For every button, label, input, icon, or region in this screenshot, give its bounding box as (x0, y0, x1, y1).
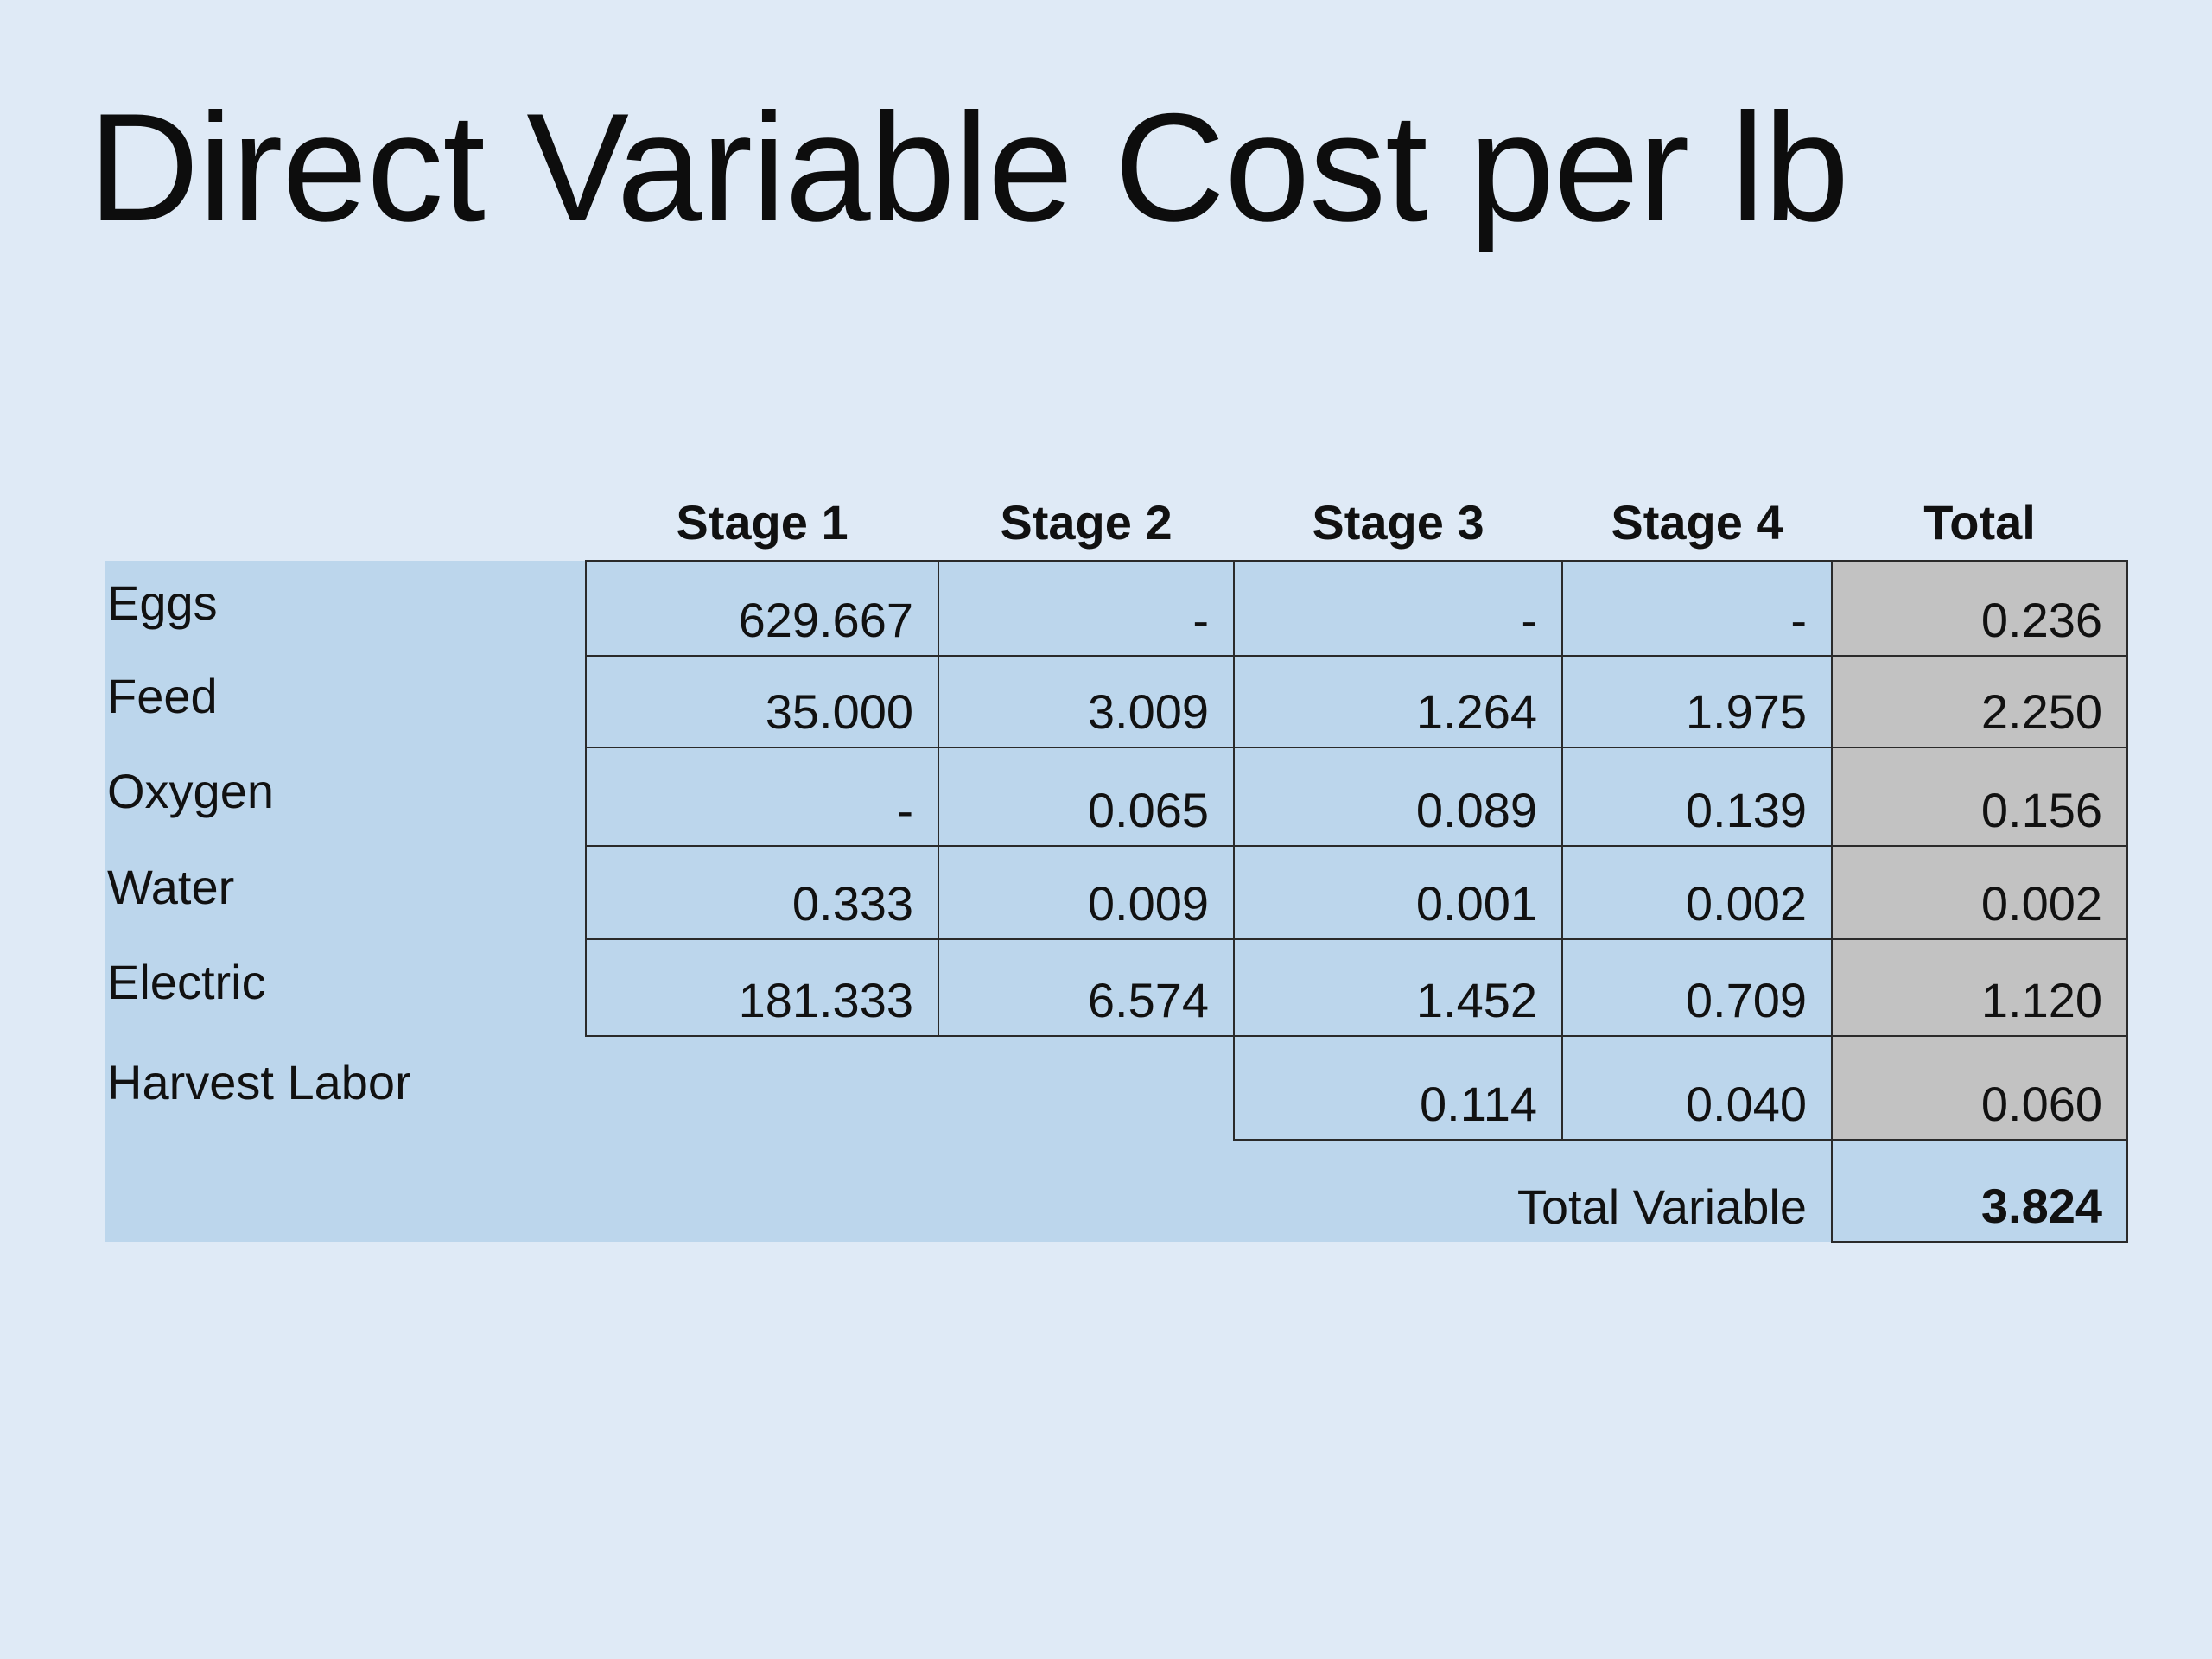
row-label: Feed (105, 656, 586, 747)
slide-title: Direct Variable Cost per lb (88, 81, 1849, 253)
row-label: Harvest Labor (105, 1036, 586, 1140)
cell-stage-4: - (1561, 560, 1833, 657)
header-stage-3: Stage 3 (1312, 494, 1484, 550)
header-stage-4: Stage 4 (1611, 494, 1783, 550)
table-header-row: Stage 1 Stage 2 Stage 3 Stage 4 Total (105, 484, 2127, 561)
grand-total-value: 3.824 (1831, 1139, 2128, 1243)
cell-stage-3: 0.114 (1233, 1035, 1563, 1141)
cell-stage-2: 0.009 (938, 845, 1235, 940)
row-label: Oxygen (105, 747, 586, 846)
cell-stage-3: 0.089 (1233, 747, 1563, 847)
cell-stage-2: 6.574 (938, 938, 1235, 1037)
cell-stage-1: - (585, 747, 939, 847)
table-row-oxygen: Oxygen - 0.065 0.089 0.139 0.156 (105, 747, 2128, 847)
table-row-electric: Electric 181.333 6.574 1.452 0.709 1.120 (105, 938, 2128, 1037)
total-variable-label: Total Variable (105, 1140, 1832, 1242)
cell-stage-4: 0.002 (1561, 845, 1833, 940)
cell-total: 0.060 (1831, 1035, 2128, 1141)
cost-table-container: Stage 1 Stage 2 Stage 3 Stage 4 Total Eg… (105, 484, 2128, 1243)
cell-total: 0.236 (1831, 560, 2128, 657)
cell-stage-4: 0.709 (1561, 938, 1833, 1037)
cell-total: 0.156 (1831, 747, 2128, 847)
header-stage-1: Stage 1 (676, 494, 849, 550)
cell-total: 0.002 (1831, 845, 2128, 940)
row-label: Electric (105, 939, 586, 1036)
cell-stage-3: - (1233, 560, 1563, 657)
cell-stage-1 (586, 1036, 938, 1140)
cost-table: Stage 1 Stage 2 Stage 3 Stage 4 Total Eg… (105, 484, 2128, 1243)
header-stage-2: Stage 2 (1000, 494, 1173, 550)
cell-stage-2: 0.065 (938, 747, 1235, 847)
cell-stage-1: 0.333 (585, 845, 939, 940)
header-total: Total (1923, 494, 2036, 550)
cell-stage-3: 0.001 (1233, 845, 1563, 940)
cell-stage-1: 181.333 (585, 938, 939, 1037)
cell-stage-4: 1.975 (1561, 655, 1833, 748)
row-label: Eggs (105, 561, 586, 656)
cell-stage-3: 1.264 (1233, 655, 1563, 748)
cell-stage-3: 1.452 (1233, 938, 1563, 1037)
cell-stage-4: 0.139 (1561, 747, 1833, 847)
table-row-total-variable: Total Variable 3.824 (105, 1139, 2128, 1243)
cell-stage-2 (938, 1036, 1234, 1140)
table-row-feed: Feed 35.000 3.009 1.264 1.975 2.250 (105, 655, 2128, 748)
cell-stage-4: 0.040 (1561, 1035, 1833, 1141)
table-row-eggs: Eggs 629.667 - - - 0.236 (105, 560, 2128, 657)
cell-stage-2: - (938, 560, 1235, 657)
cell-total: 1.120 (1831, 938, 2128, 1037)
row-label: Water (105, 846, 586, 939)
table-row-water: Water 0.333 0.009 0.001 0.002 0.002 (105, 845, 2128, 940)
cell-stage-1: 629.667 (585, 560, 939, 657)
table-row-harvest-labor: Harvest Labor 0.114 0.040 0.060 (105, 1035, 2128, 1141)
cell-total: 2.250 (1831, 655, 2128, 748)
cell-stage-2: 3.009 (938, 655, 1235, 748)
header-blank (105, 484, 586, 561)
cell-stage-1: 35.000 (585, 655, 939, 748)
